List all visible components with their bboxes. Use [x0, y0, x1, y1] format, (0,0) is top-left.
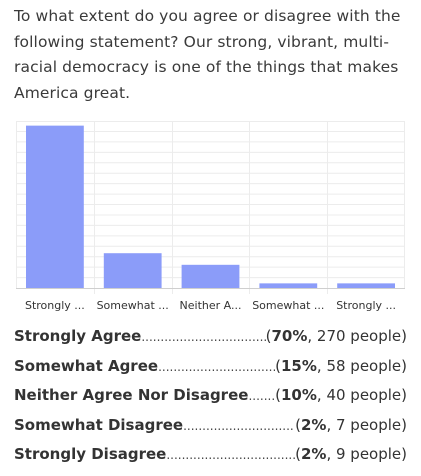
- result-value: (70%, 270 people): [265, 327, 407, 345]
- result-value: (10%, 40 people): [275, 386, 407, 404]
- result-people: , 7 people): [326, 415, 407, 434]
- result-row: Strongly Disagree (2%, 9 people): [14, 440, 407, 470]
- result-value: (15%, 58 people): [275, 356, 407, 375]
- chart-bar: [259, 283, 318, 288]
- result-value: (2%, 7 people): [295, 415, 407, 434]
- chart-x-tick-label: Strongly ...: [336, 299, 396, 312]
- result-people: , 9 people): [326, 445, 407, 463]
- result-people: , 40 people): [316, 386, 407, 404]
- result-leader-dots: [248, 382, 275, 412]
- result-value: (2%, 9 people): [295, 445, 407, 463]
- chart-bars: [26, 125, 395, 288]
- result-leader-dots: [166, 441, 295, 471]
- result-percent: 15%: [281, 356, 317, 375]
- result-percent: 2%: [300, 445, 327, 463]
- result-leader-dots: [158, 353, 275, 383]
- result-label: Strongly Agree: [14, 327, 142, 345]
- result-label: Neither Agree Nor Disagree: [14, 386, 249, 404]
- result-people: , 58 people): [316, 356, 407, 375]
- result-percent: 2%: [300, 415, 327, 434]
- chart-x-tick-label: Strongly ...: [25, 299, 85, 312]
- result-percent: 10%: [281, 386, 317, 404]
- chart-x-tick-label: Neither A...: [180, 299, 242, 312]
- result-row: Strongly Agree (70%, 270 people): [14, 322, 407, 352]
- chart-bar: [181, 264, 240, 288]
- chart-bar: [337, 283, 395, 288]
- result-leader-dots: [141, 323, 265, 353]
- result-people: , 270 people): [307, 327, 407, 345]
- chart-x-tick-label: Somewhat ...: [252, 299, 324, 312]
- result-label: Strongly Disagree: [14, 445, 167, 463]
- result-leader-dots: [183, 412, 295, 442]
- chart-bar: [26, 125, 84, 288]
- question-text: To what extent do you agree or disagree …: [14, 7, 401, 102]
- bar-chart: Strongly ... Somewhat ... Neither A... Some…: [16, 121, 405, 312]
- result-row: Neither Agree Nor Disagree (10%, 40 peop…: [14, 381, 407, 411]
- chart-x-tick-label: Somewhat ...: [97, 299, 169, 312]
- result-row: Somewhat Agree (15%, 58 people): [14, 352, 407, 382]
- result-row: Somewhat Disagree (2%, 7 people): [14, 411, 407, 441]
- result-label: Somewhat Disagree: [14, 415, 184, 434]
- result-percent: 70%: [271, 327, 308, 345]
- chart-x-ticks: Strongly ... Somewhat ... Neither A... Some…: [25, 299, 396, 312]
- result-label: Somewhat Agree: [14, 356, 159, 375]
- chart-bar: [103, 253, 162, 288]
- results-list: Strongly Agree (70%, 270 people) Somewha…: [14, 322, 407, 470]
